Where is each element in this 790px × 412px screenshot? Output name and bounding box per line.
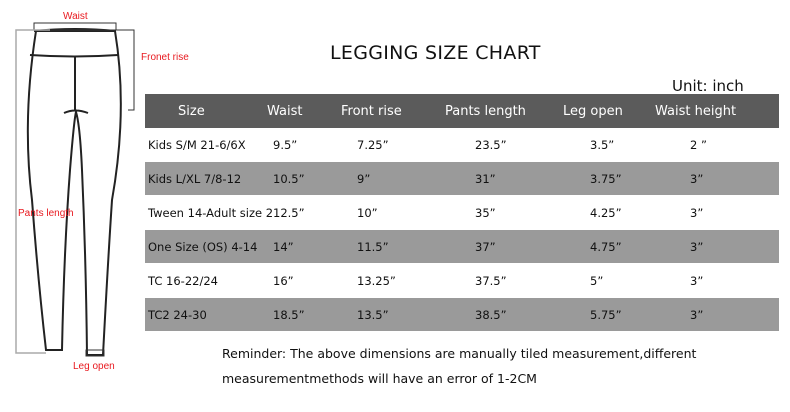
size-table: Size Waist Front rise Pants length Leg o… [145,94,779,332]
cell-front-rise: 9” [357,171,371,186]
table-row: TC2 24-30 18.5” 13.5” 38.5” 5.75” 3” [145,298,779,331]
leg-open-label: Leg open [73,361,115,372]
header-pants-length: Pants length [445,103,526,119]
cell-leg-open: 5.75” [590,307,622,322]
cell-front-rise: 10” [357,205,378,220]
header-leg-open: Leg open [563,103,623,119]
cell-leg-open: 4.25” [590,205,622,220]
cell-waist-height: 3” [690,307,704,322]
cell-leg-open: 3.75” [590,171,622,186]
cell-waist: 14” [273,239,294,254]
cell-pants-length: 38.5” [475,307,507,322]
cell-front-rise: 11.5” [357,239,389,254]
cell-size: Kids S/M 21-6/6X [148,137,246,152]
cell-waist-height: 3” [690,205,704,220]
reminder-line-1: Reminder: The above dimensions are manua… [222,346,697,361]
cell-waist: 9.5” [273,137,298,152]
cell-size: Kids L/XL 7/8-12 [148,171,242,186]
header-size: Size [178,103,205,119]
cell-front-rise: 7.25” [357,137,389,152]
cell-waist: 10.5” [273,171,305,186]
table-row: Kids L/XL 7/8-12 10.5” 9” 31” 3.75” 3” [145,162,779,195]
table-row: Tween 14-Adult size 2 12.5” 10” 35” 4.25” 3” [145,196,779,229]
header-front-rise: Front rise [341,103,402,119]
cell-leg-open: 5” [590,273,604,288]
table-row: One Size (OS) 4-14 14” 11.5” 37” 4.75” 3” [145,230,779,263]
cell-waist: 12.5” [273,205,305,220]
cell-front-rise: 13.5” [357,307,389,322]
table-row: TC 16-22/24 16” 13.25” 37.5” 5” 3” [145,264,779,297]
reminder-line-2: measurementmethods will have an error of… [222,371,537,386]
table-row: Kids S/M 21-6/6X 9.5” 7.25” 23.5” 3.5” 2 ” [145,128,779,161]
cell-waist-height: 3” [690,273,704,288]
cell-front-rise: 13.25” [357,273,396,288]
header-waist-height: Waist height [655,103,737,119]
cell-size: TC 16-22/24 [148,273,218,288]
cell-waist-height: 2 ” [690,137,707,152]
cell-leg-open: 3.5” [590,137,615,152]
legging-diagram [15,22,135,357]
waist-label: Waist [63,11,88,22]
cell-size: TC2 24-30 [148,307,207,322]
cell-pants-length: 23.5” [475,137,507,152]
cell-size: One Size (OS) 4-14 [148,239,258,254]
table-header: Size Waist Front rise Pants length Leg o… [145,94,779,128]
header-waist: Waist [267,103,303,119]
front-rise-label: Fronet rise [141,52,189,63]
cell-waist-height: 3” [690,171,704,186]
cell-pants-length: 37.5” [475,273,507,288]
cell-pants-length: 31” [475,171,496,186]
cell-leg-open: 4.75” [590,239,622,254]
cell-waist: 16” [273,273,294,288]
cell-waist: 18.5” [273,307,305,322]
unit-label: Unit: inch [672,77,744,95]
cell-waist-height: 3” [690,239,704,254]
cell-pants-length: 35” [475,205,496,220]
cell-pants-length: 37” [475,239,496,254]
cell-size: Tween 14-Adult size 2 [148,205,274,220]
page-title: LEGGING SIZE CHART [330,42,541,64]
pants-length-label: Pants length [18,208,74,219]
